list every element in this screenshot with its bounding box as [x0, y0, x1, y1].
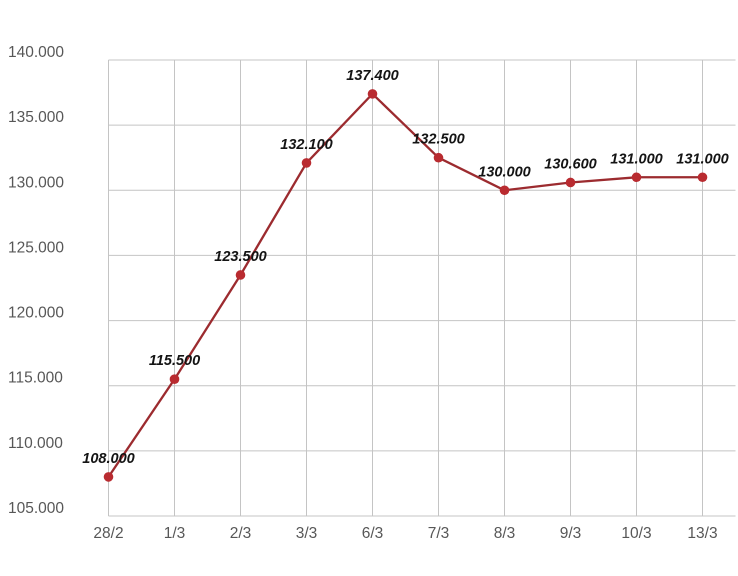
svg-text:132.100: 132.100: [280, 137, 332, 153]
svg-text:132.500: 132.500: [412, 132, 464, 148]
svg-text:13/3: 13/3: [687, 525, 717, 542]
svg-text:140.000: 140.000: [8, 44, 64, 61]
svg-text:3/3: 3/3: [296, 525, 318, 542]
svg-text:131.000: 131.000: [676, 151, 728, 167]
svg-text:9/3: 9/3: [560, 525, 582, 542]
svg-text:108.000: 108.000: [82, 451, 134, 467]
svg-text:131.000: 131.000: [610, 151, 662, 167]
svg-text:105.000: 105.000: [8, 500, 64, 517]
svg-text:125.000: 125.000: [8, 239, 64, 256]
svg-text:137.400: 137.400: [346, 68, 398, 84]
svg-text:7/3: 7/3: [428, 525, 450, 542]
svg-text:123.500: 123.500: [214, 249, 266, 265]
svg-text:1/3: 1/3: [164, 525, 186, 542]
svg-text:120.000: 120.000: [8, 305, 64, 322]
svg-text:130.600: 130.600: [544, 156, 596, 172]
svg-text:8/3: 8/3: [494, 525, 516, 542]
svg-text:115.000: 115.000: [8, 370, 63, 387]
svg-text:110.000: 110.000: [8, 435, 63, 452]
svg-text:130.000: 130.000: [478, 164, 530, 180]
svg-text:10/3: 10/3: [621, 525, 651, 542]
svg-text:115.500: 115.500: [149, 353, 200, 369]
svg-text:2/3: 2/3: [230, 525, 252, 542]
svg-text:6/3: 6/3: [362, 525, 384, 542]
svg-text:28/2: 28/2: [93, 525, 123, 542]
svg-text:135.000: 135.000: [8, 109, 64, 126]
svg-text:130.000: 130.000: [8, 174, 64, 191]
